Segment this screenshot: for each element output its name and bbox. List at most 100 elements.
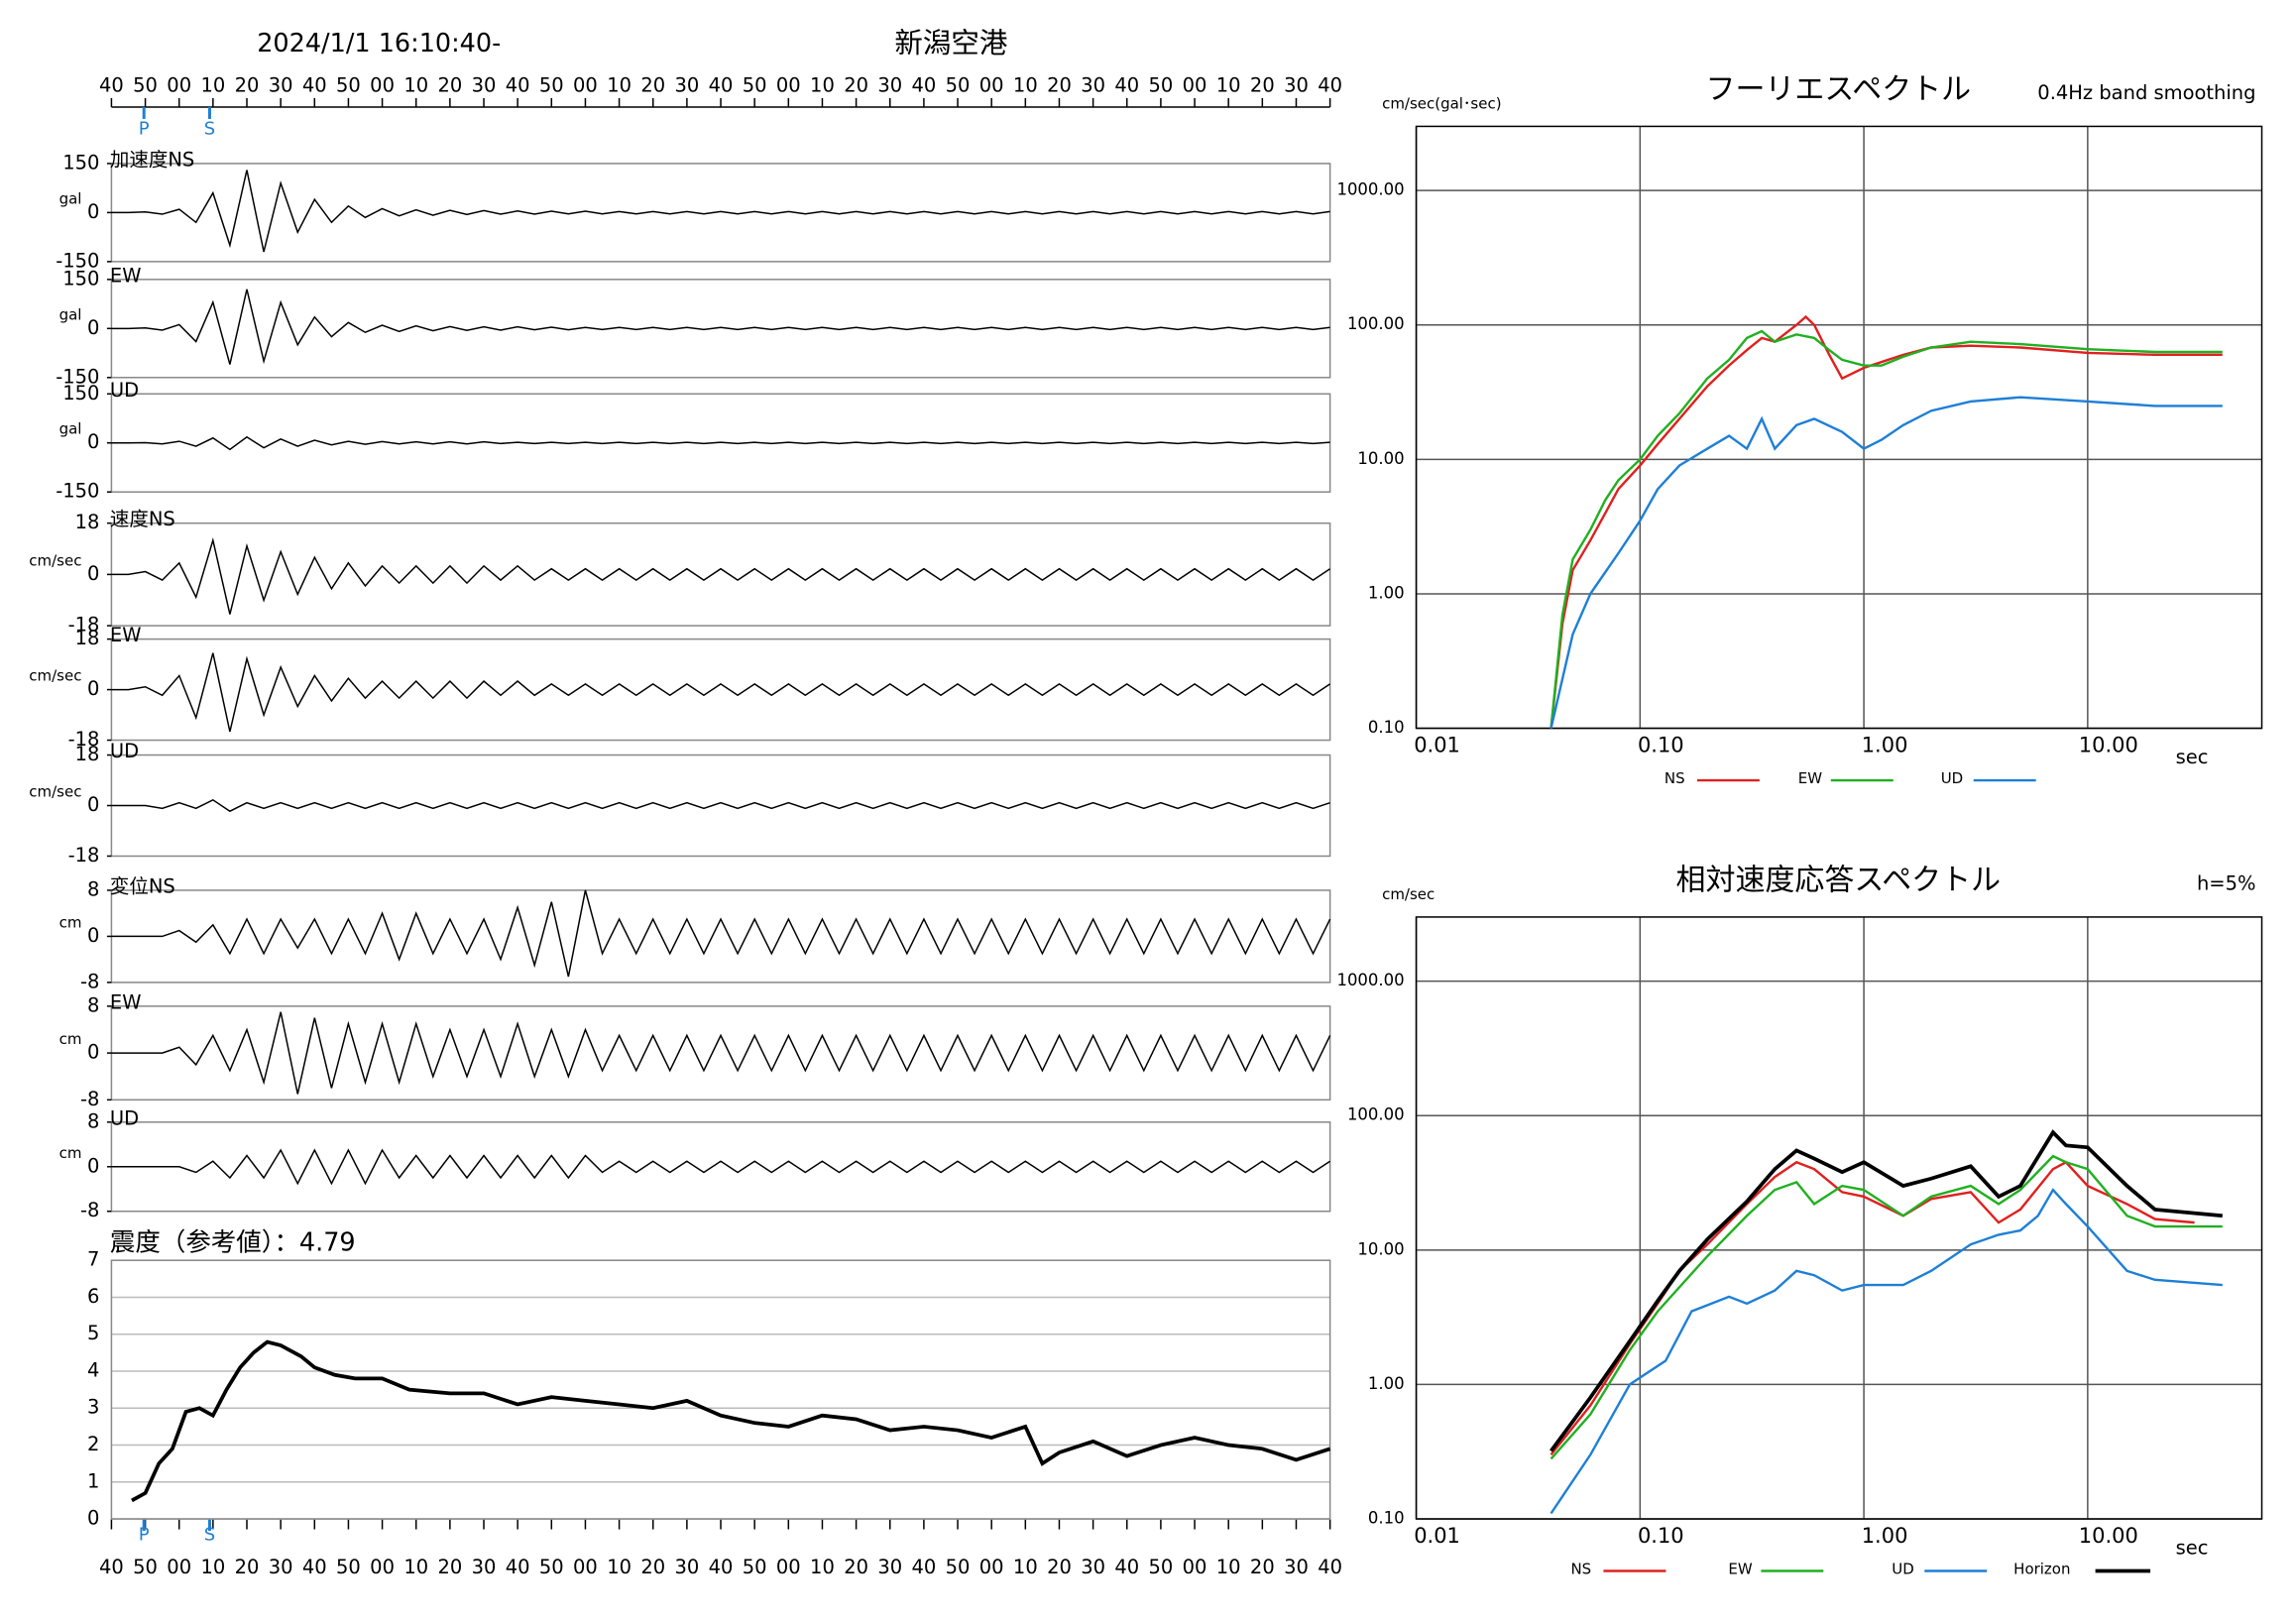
time-tick-label: 30 [472, 73, 497, 96]
y-tick-label: 7 [87, 1248, 99, 1271]
x-tick-label: 10.00 [2079, 1524, 2138, 1548]
unit-label: cm/sec [29, 667, 81, 685]
waveform [111, 1011, 1331, 1095]
time-tick-label: 50 [336, 1556, 361, 1578]
time-tick-label: 20 [1250, 73, 1275, 96]
time-tick-label: 20 [1250, 1556, 1275, 1578]
legend-label: UD [1892, 1561, 1914, 1578]
legend-label: Horizon [2013, 1561, 2070, 1578]
time-tick-label: 20 [1047, 73, 1072, 96]
y-tick-label: 10.00 [1357, 449, 1404, 468]
time-tick-label: 30 [877, 73, 902, 96]
time-tick-label: 50 [539, 73, 564, 96]
waveform [111, 1148, 1331, 1186]
time-tick-label: 30 [1284, 1556, 1309, 1578]
time-tick-label: 00 [167, 73, 191, 96]
legend-label: NS [1665, 769, 1685, 787]
time-tick-label: 00 [370, 73, 395, 96]
time-tick-label: 30 [1081, 1556, 1105, 1578]
intensity-title: 震度（参考値）：4.79 [110, 1228, 356, 1258]
waveform [111, 536, 1331, 615]
unit-label: cm [59, 1144, 82, 1162]
y-axis-label: cm/sec(gal･sec) [1382, 94, 1501, 112]
phase-label: P [139, 1525, 150, 1546]
time-tick-label: 40 [302, 1556, 327, 1578]
time-tick-label: 50 [946, 1556, 971, 1578]
intensity-line [131, 1339, 1331, 1503]
time-tick-label: 40 [1318, 73, 1342, 96]
time-tick-label: 40 [912, 73, 937, 96]
time-tick-label: 10 [810, 1556, 835, 1578]
y-tick-label: 8 [87, 1109, 99, 1132]
datetime: 2024/1/1 16:10:40- [257, 29, 501, 58]
time-tick-label: 40 [506, 73, 530, 96]
time-tick-label: 10 [403, 1556, 428, 1578]
time-tick-label: 00 [1183, 73, 1207, 96]
y-axis-label: cm/sec [1382, 885, 1435, 903]
time-tick-label: 20 [640, 1556, 665, 1578]
time-tick-label: 20 [437, 1556, 462, 1578]
y-tick-label: -8 [80, 970, 99, 992]
time-tick-label: 40 [709, 1556, 734, 1578]
y-tick-label: 0 [87, 793, 99, 816]
y-tick-label: -18 [68, 728, 100, 751]
legend-label: UD [1941, 769, 1964, 787]
time-tick-label: 20 [235, 1556, 260, 1578]
y-tick-label: 0 [87, 430, 99, 453]
y-tick-label: 0.10 [1368, 1509, 1405, 1528]
time-tick-label: 40 [1114, 1556, 1139, 1578]
y-tick-label: -18 [68, 614, 100, 637]
time-tick-label: 40 [1318, 1556, 1342, 1578]
y-tick-label: 0 [87, 677, 99, 700]
spectrum-line [1550, 396, 2223, 729]
chart-title: 相対速度応答スペクトル [1676, 863, 2002, 897]
time-tick-label: 40 [709, 73, 734, 96]
y-tick-label: 150 [62, 382, 99, 405]
panel-label: UD [110, 1106, 139, 1129]
time-tick-label: 10 [607, 1556, 631, 1578]
legend-label: EW [1728, 1561, 1752, 1578]
y-tick-label: 100.00 [1347, 314, 1405, 333]
y-tick-label: 150 [62, 151, 99, 174]
spectrum-line [1550, 1188, 2223, 1515]
time-tick-label: 10 [1013, 1556, 1038, 1578]
y-tick-label: 0 [87, 1507, 99, 1530]
y-tick-label: 0 [87, 200, 99, 223]
time-tick-label: 50 [1149, 1556, 1174, 1578]
spectrum-line [1550, 1129, 2223, 1452]
x-tick-label: 0.10 [1638, 734, 1684, 757]
y-tick-label: 0 [87, 562, 99, 585]
y-tick-label: 150 [62, 267, 99, 290]
time-tick-label: 40 [506, 1556, 530, 1578]
time-tick-label: 50 [539, 1556, 564, 1578]
time-tick-label: 30 [269, 73, 293, 96]
time-tick-label: 10 [607, 73, 631, 96]
chart-subtitle: h=5% [2197, 871, 2256, 894]
x-tick-label: 0.10 [1638, 1524, 1684, 1548]
x-tick-label: 1.00 [1862, 1524, 1908, 1548]
spectrum-line [1550, 329, 2223, 729]
unit-label: gal [59, 189, 82, 207]
time-tick-label: 50 [1149, 73, 1174, 96]
panel-frame [110, 1259, 1331, 1520]
panel-label: EW [110, 990, 142, 1013]
legend-label: NS [1570, 1561, 1591, 1578]
y-tick-label: 8 [87, 877, 99, 900]
y-tick-label: 5 [87, 1322, 99, 1344]
y-tick-label: 8 [87, 993, 99, 1016]
time-tick-label: 10 [1216, 1556, 1241, 1578]
waveform [111, 289, 1330, 365]
x-tick-label: 0.01 [1414, 734, 1460, 757]
time-tick-label: 30 [674, 73, 699, 96]
y-tick-label: 0 [87, 924, 99, 947]
y-tick-label: 4 [87, 1358, 99, 1381]
phase-label: S [204, 1525, 215, 1546]
x-tick-label: 0.01 [1414, 1524, 1460, 1548]
y-tick-label: -8 [80, 1199, 99, 1221]
time-tick-label: 30 [1081, 73, 1105, 96]
time-tick-label: 20 [844, 1556, 868, 1578]
y-tick-label: 0.10 [1368, 718, 1405, 737]
panel-label: 変位NS [110, 874, 175, 897]
y-tick-label: -150 [56, 480, 99, 503]
